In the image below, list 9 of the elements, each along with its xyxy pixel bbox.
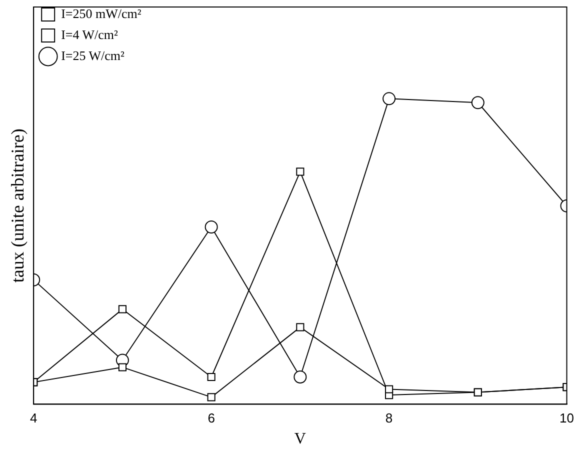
x-tick-label: 8	[385, 410, 393, 426]
x-tick-label: 10	[560, 410, 574, 426]
y-axis-title: taux (unite arbitraire)	[8, 128, 28, 283]
x-tick-label: 4	[30, 410, 38, 426]
x-tick-label: 6	[208, 410, 215, 426]
legend-label: I=4 W/cm²	[61, 26, 118, 42]
legend-label: I=25 W/cm²	[61, 48, 125, 63]
x-axis-title: V	[294, 430, 306, 448]
legend-label: I=250 mW/cm²	[61, 6, 142, 21]
